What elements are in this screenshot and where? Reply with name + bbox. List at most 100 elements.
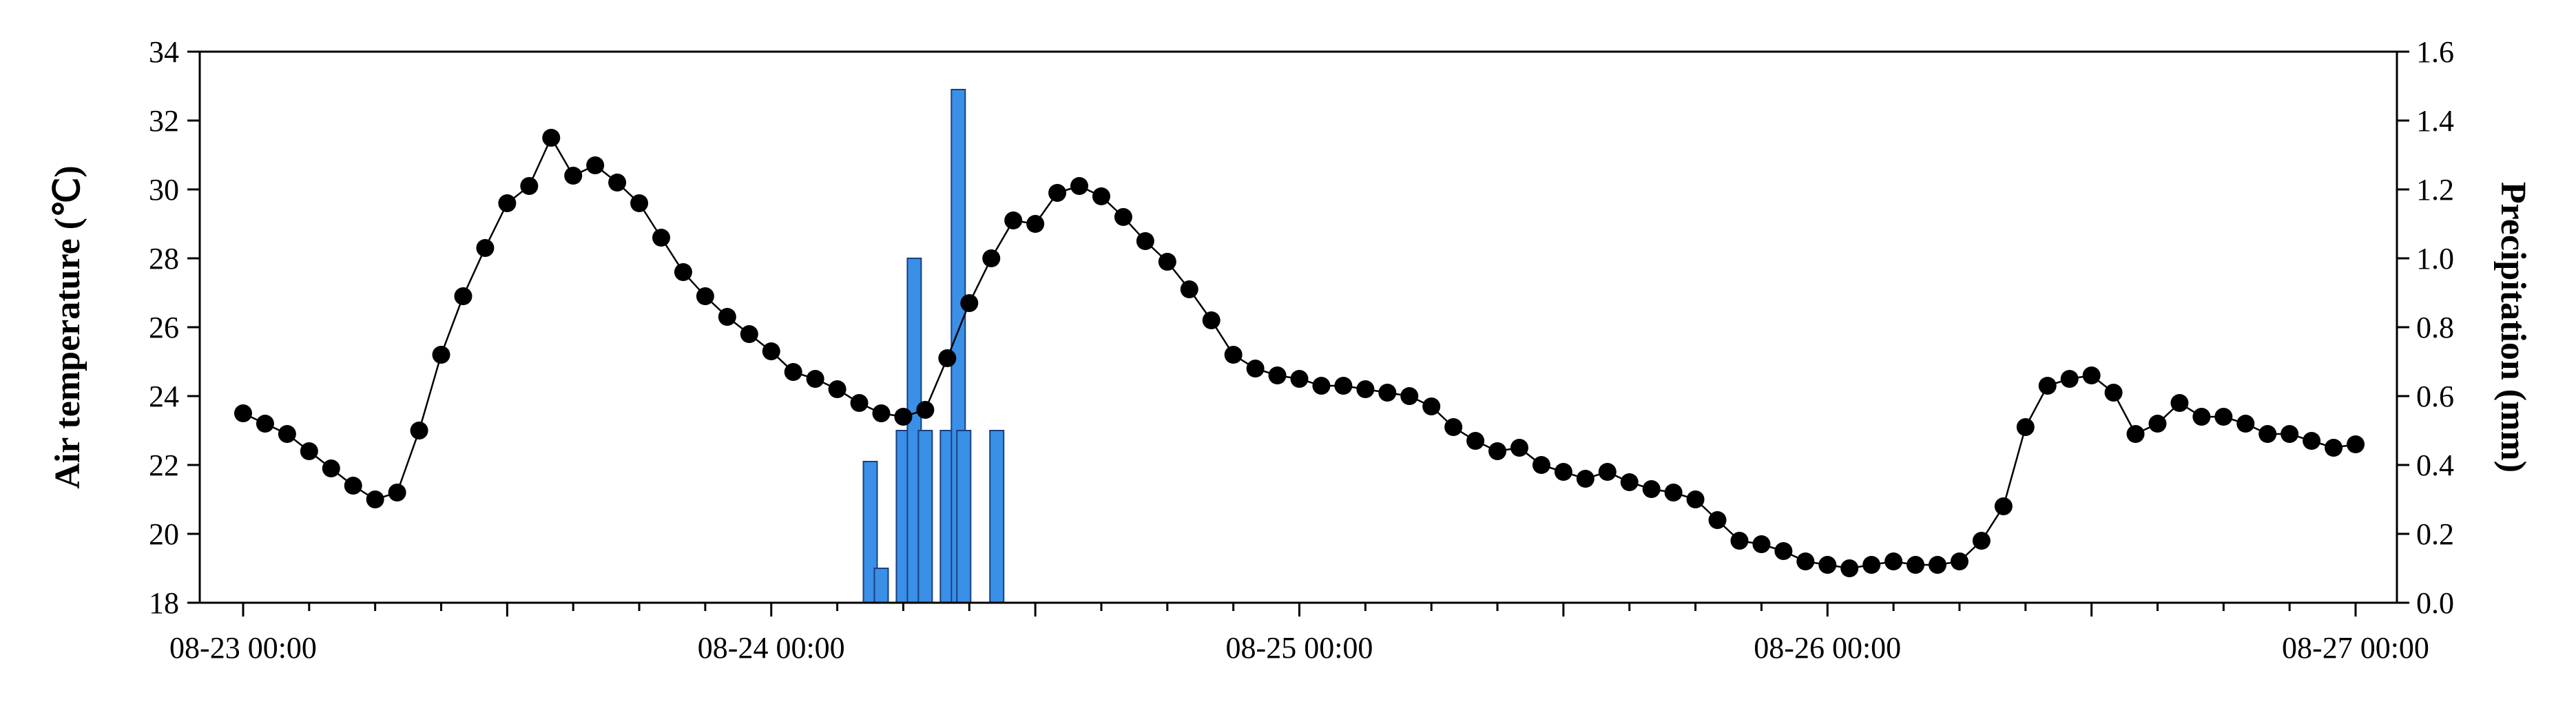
y-left-tick-label: 32 (149, 104, 179, 138)
temperature-point (388, 484, 406, 501)
temperature-point (1642, 480, 1661, 498)
y-right-tick-label: 0.4 (2416, 448, 2454, 482)
precipitation-bars (862, 89, 1005, 603)
temperature-line (242, 136, 2356, 570)
temperature-point (740, 325, 758, 343)
temperature-point (2347, 435, 2365, 453)
temperature-polyline (242, 136, 2356, 570)
temperature-point (476, 239, 495, 257)
y-right-tick-label: 1.6 (2416, 35, 2454, 69)
temperature-point (454, 287, 472, 305)
temperature-point (520, 177, 539, 195)
temperature-point (872, 404, 891, 422)
temperature-point (1796, 552, 1815, 570)
temperature-point (1466, 432, 1485, 450)
temperature-point (1268, 366, 1287, 384)
temperature-point (366, 490, 384, 508)
temperature-point (1928, 556, 1946, 574)
temperature-point (1840, 559, 1859, 577)
temperature-point (1070, 177, 1089, 195)
temperature-point (344, 477, 362, 495)
temperature-point (2082, 366, 2101, 384)
x-tick-label: 08-26 00:00 (1754, 631, 1901, 665)
temperature-point (1554, 463, 1572, 481)
temperature-point (960, 294, 979, 312)
ticks (187, 50, 2409, 617)
temperature-point (608, 174, 627, 191)
temperature-point (1136, 232, 1154, 250)
temperature-point (1510, 439, 1528, 457)
axes (198, 50, 2398, 604)
temperature-point (2148, 415, 2167, 433)
temperature-point (1950, 552, 1969, 570)
y-left-tick-label: 22 (149, 448, 179, 482)
y-left-tick-label: 28 (149, 242, 179, 276)
temperature-point (1620, 473, 1639, 491)
temperature-point (1444, 418, 1463, 436)
y-right-tick-label: 0.2 (2416, 517, 2454, 551)
temperature-point (1378, 384, 1397, 402)
temperature-point (784, 363, 802, 381)
y-left-tick-label: 24 (149, 380, 179, 413)
temperature-point (1686, 490, 1705, 508)
temperature-point (410, 422, 428, 439)
temperature-point (2170, 394, 2189, 412)
temperature-point (498, 194, 517, 212)
temperature-point (718, 308, 736, 326)
temperature-point (828, 380, 846, 398)
temperature-point (1752, 535, 1771, 553)
tick-labels: 18 20 22 24 26 28 30 32 34 0.0 0.2 0.4 0.6 0.8 1.0 1.2 1… (149, 35, 2454, 665)
y-left-tick-label: 34 (149, 35, 179, 69)
temperature-point (1092, 187, 1110, 205)
y-right-tick-label: 0.6 (2416, 380, 2454, 413)
temperature-point (432, 346, 450, 364)
y-left-tick-label: 30 (149, 173, 179, 207)
y-left-tick-label: 18 (149, 586, 179, 620)
temperature-point (894, 408, 913, 426)
temperature-point (916, 401, 935, 419)
temperature-point (938, 349, 957, 367)
temperature-point (1576, 470, 1595, 488)
temperature-point (674, 263, 692, 281)
temperature-point (2016, 418, 2035, 436)
temperature-point (1026, 215, 1045, 233)
temperature-point (806, 370, 824, 388)
temperature-point (300, 442, 318, 460)
temperature-point (1202, 311, 1221, 329)
temperature-point (322, 459, 340, 477)
y-left-tick-label: 20 (149, 517, 179, 551)
temperature-point (1114, 208, 1132, 226)
temperature-point (1774, 542, 1793, 560)
temperature-point (2258, 425, 2277, 443)
temperature-points (234, 129, 2365, 577)
y-left-tick-label: 26 (149, 311, 179, 344)
precipitation-bar (956, 430, 972, 603)
y-right-tick-label: 1.0 (2416, 242, 2454, 276)
y-right-tick-label: 0.0 (2416, 586, 2454, 620)
temperature-point (2236, 415, 2255, 433)
temperature-point (1004, 211, 1023, 229)
precipitation-bar (873, 568, 889, 603)
temperature-point (542, 129, 561, 147)
y-right-tick-label: 0.8 (2416, 311, 2454, 344)
temperature-point (256, 415, 274, 433)
y-right-tick-label: 1.4 (2416, 104, 2454, 138)
temperature-point (2038, 377, 2057, 395)
temperature-point (1334, 377, 1353, 395)
temperature-point (1488, 442, 1507, 460)
temperature-point (850, 394, 869, 412)
x-tick-label: 08-24 00:00 (698, 631, 845, 665)
temperature-point (2060, 370, 2079, 388)
temperature-point (1730, 532, 1749, 550)
temperature-point (278, 425, 296, 443)
temperature-point (2192, 408, 2211, 426)
temperature-point (2214, 408, 2233, 426)
temperature-point (564, 167, 583, 185)
temperature-point (762, 342, 780, 360)
temperature-point (1224, 346, 1243, 364)
temperature-point (1180, 280, 1198, 298)
temperature-point (630, 194, 649, 212)
y-right-tick-label: 1.2 (2416, 173, 2454, 207)
temperature-point (982, 249, 1001, 267)
